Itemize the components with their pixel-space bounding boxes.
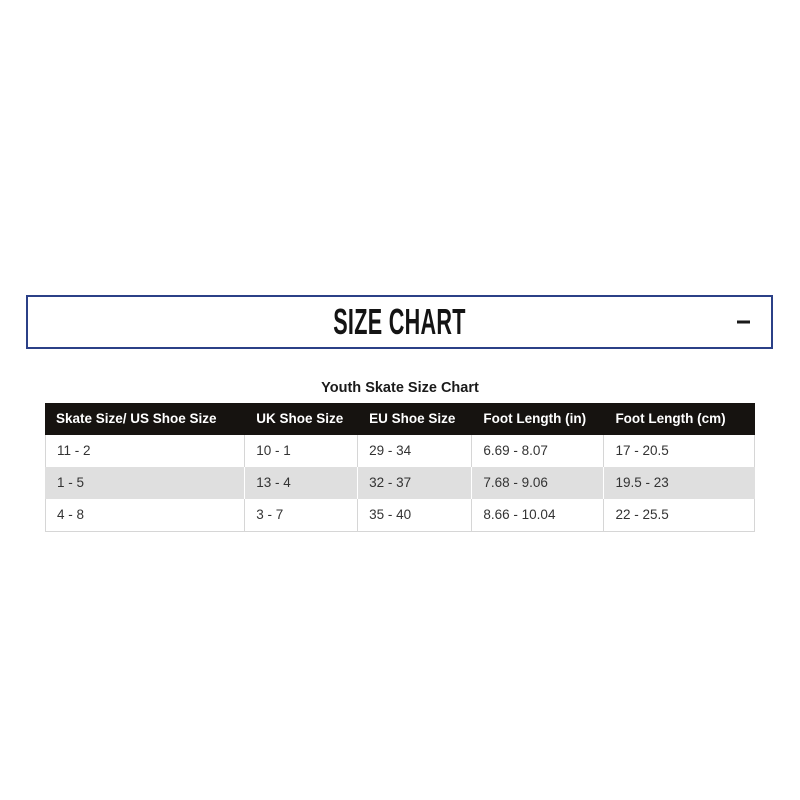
header-row: Skate Size/ US Shoe Size UK Shoe Size EU S… [45, 403, 755, 435]
table-row: 11 - 2 10 - 1 29 - 34 6.69 - 8.07 17 - 20.5 [45, 435, 755, 467]
size-chart-accordion-header[interactable]: SIZE CHART [26, 295, 773, 349]
size-table-body: 11 - 2 10 - 1 29 - 34 6.69 - 8.07 17 - 20.5 1… [45, 435, 755, 532]
table-cell: 13 - 4 [245, 467, 359, 499]
table-cell: 19.5 - 23 [604, 467, 755, 499]
size-chart-title: SIZE CHART [333, 301, 466, 342]
table-cell: 29 - 34 [358, 435, 473, 467]
column-header: Skate Size/ US Shoe Size [45, 403, 246, 435]
table-cell: 17 - 20.5 [604, 435, 755, 467]
table-cell: 32 - 37 [358, 467, 473, 499]
table-row: 1 - 5 13 - 4 32 - 37 7.68 - 9.06 19.5 - 23 [45, 467, 755, 499]
table-cell: 22 - 25.5 [604, 499, 755, 532]
minus-icon[interactable] [737, 320, 750, 324]
table-cell: 8.66 - 10.04 [472, 499, 605, 532]
size-table-head: Skate Size/ US Shoe Size UK Shoe Size EU S… [45, 403, 755, 435]
column-header: UK Shoe Size [245, 403, 359, 435]
table-cell: 7.68 - 9.06 [472, 467, 605, 499]
table-cell: 1 - 5 [45, 467, 246, 499]
table-cell: 35 - 40 [358, 499, 473, 532]
size-table: Skate Size/ US Shoe Size UK Shoe Size EU S… [45, 403, 755, 532]
table-cell: 11 - 2 [45, 435, 246, 467]
table-cell: 4 - 8 [45, 499, 246, 532]
table-cell: 6.69 - 8.07 [472, 435, 605, 467]
table-caption: Youth Skate Size Chart [321, 380, 479, 396]
column-header: Foot Length (in) [472, 403, 605, 435]
column-header: Foot Length (cm) [604, 403, 755, 435]
table-cell: 3 - 7 [245, 499, 359, 532]
size-table-container: Skate Size/ US Shoe Size UK Shoe Size EU S… [45, 403, 755, 532]
column-header: EU Shoe Size [358, 403, 473, 435]
table-cell: 10 - 1 [245, 435, 359, 467]
